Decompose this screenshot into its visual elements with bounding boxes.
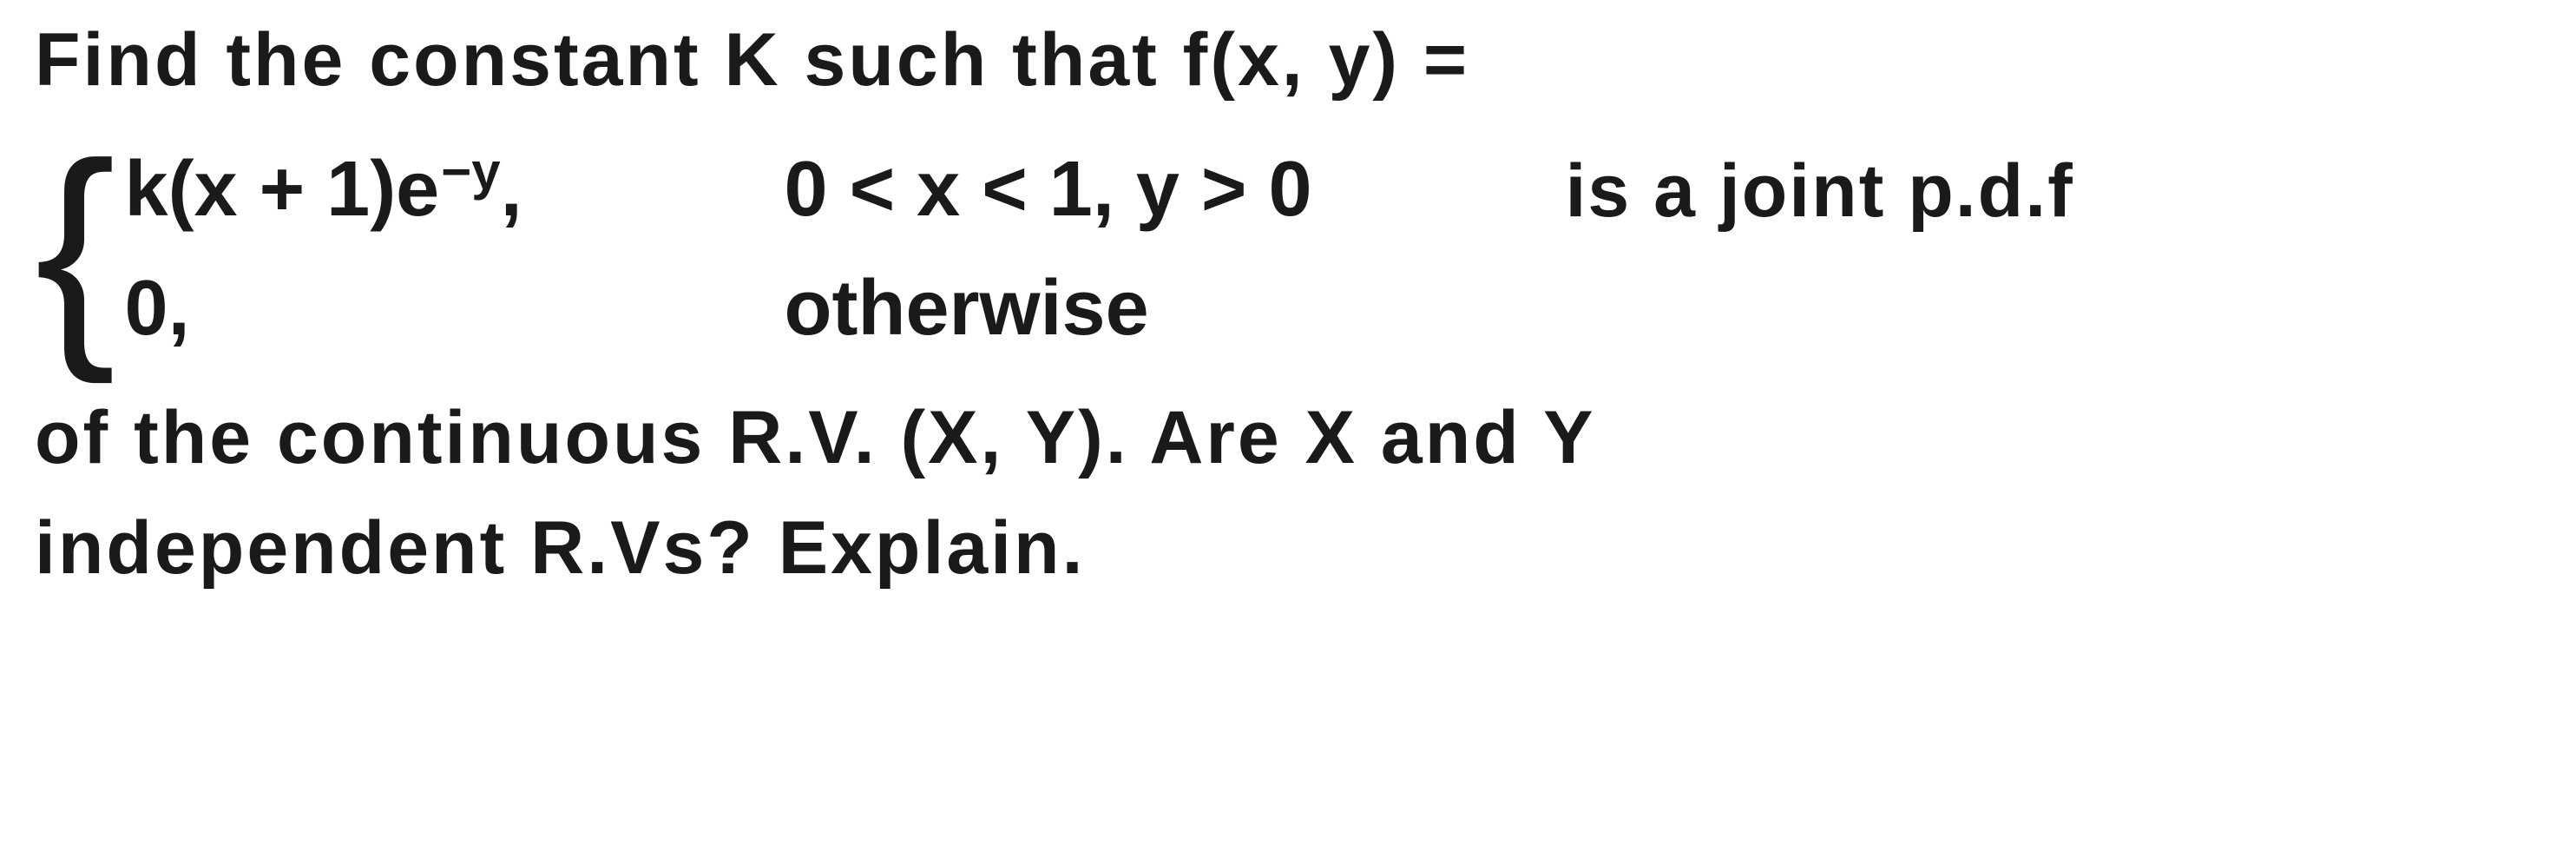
case1-condition: 0 < x < 1, y > 0: [785, 145, 1566, 234]
case-row-2: 0, otherwise: [125, 264, 2074, 353]
left-brace-icon: {: [35, 128, 116, 371]
case1-expr-superscript: −y: [441, 142, 500, 201]
problem-text-line3: of the continuous R.V. (X, Y). Are X and…: [35, 395, 2541, 481]
problem-text-line4: independent R.Vs? Explain.: [35, 505, 2541, 591]
case2-expression: 0,: [125, 264, 785, 353]
case1-expression: k(x + 1)e−y,: [125, 145, 785, 234]
case-row-1: k(x + 1)e−y, 0 < x < 1, y > 0 is a joint…: [125, 145, 2074, 234]
case2-condition: otherwise: [785, 264, 1444, 353]
cases-column: k(x + 1)e−y, 0 < x < 1, y > 0 is a joint…: [125, 145, 2074, 353]
problem-text-line1: Find the constant K such that f(x, y) =: [35, 17, 2541, 103]
piecewise-function: { k(x + 1)e−y, 0 < x < 1, y > 0 is a joi…: [35, 128, 2541, 371]
case1-comma: ,: [501, 146, 522, 233]
case1-trailing-text: is a joint p.d.f: [1566, 148, 2074, 234]
case1-expr-base: k(x + 1)e: [125, 146, 440, 233]
